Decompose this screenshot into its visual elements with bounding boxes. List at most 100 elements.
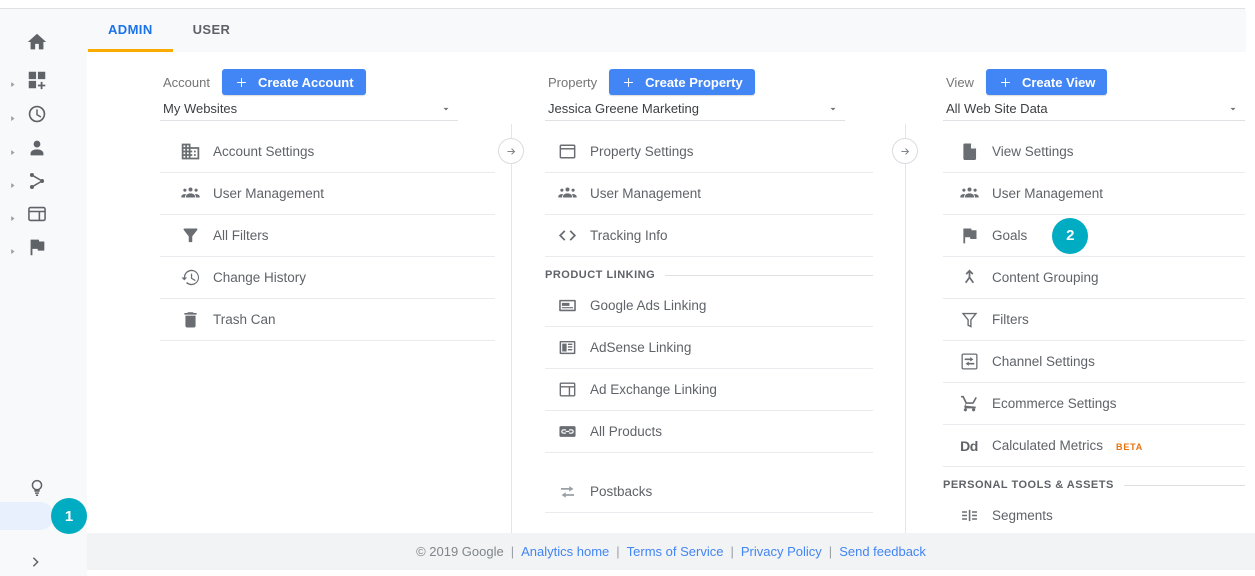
lightbulb-icon[interactable] bbox=[26, 476, 48, 498]
nav-clock-button[interactable] bbox=[0, 98, 87, 130]
nav-home-button[interactable] bbox=[0, 26, 87, 58]
item-label: Content Grouping bbox=[992, 270, 1099, 285]
section-header-label: PRODUCT LINKING bbox=[545, 269, 656, 281]
section-header-label: PERSONAL TOOLS & ASSETS bbox=[943, 479, 1114, 491]
section-rule bbox=[1123, 484, 1245, 486]
account-settings-list: Account Settings User Management All Filte… bbox=[160, 131, 495, 341]
home-icon bbox=[26, 31, 48, 53]
create-view-button-label: Create View bbox=[1021, 74, 1096, 90]
expander-icon[interactable] bbox=[8, 177, 17, 188]
footer-separator: | bbox=[510, 544, 515, 559]
trash-can-item[interactable]: Trash Can bbox=[160, 299, 495, 341]
google-ads-linking-item[interactable]: Google Ads Linking bbox=[545, 285, 873, 327]
file-icon bbox=[957, 140, 981, 164]
tab-user[interactable]: USER bbox=[192, 21, 231, 37]
user-management-item[interactable]: User Management bbox=[943, 173, 1245, 215]
expand-property-arrow[interactable] bbox=[498, 138, 524, 164]
user-management-item[interactable]: User Management bbox=[545, 173, 873, 215]
footer-links: | Analytics home | Terms of Service | Privacy… bbox=[504, 544, 926, 559]
item-label: All Products bbox=[590, 424, 663, 439]
caret-down-icon bbox=[1227, 103, 1239, 115]
filters-item[interactable]: Filters bbox=[943, 299, 1245, 341]
acquisition-icon bbox=[26, 170, 48, 192]
nav-customization-button[interactable] bbox=[0, 64, 87, 96]
view-label: View bbox=[946, 74, 974, 90]
change-history-item[interactable]: Change History bbox=[160, 257, 495, 299]
cart-icon bbox=[957, 392, 981, 416]
building-icon bbox=[178, 140, 202, 164]
caret-down-icon bbox=[440, 103, 452, 115]
property-settings-item[interactable]: Property Settings bbox=[545, 131, 873, 173]
nav-user-button[interactable] bbox=[0, 132, 87, 164]
segments-item[interactable]: Segments bbox=[943, 495, 1245, 537]
account-selector-dropdown[interactable]: My Websites bbox=[160, 97, 458, 121]
item-label: Account Settings bbox=[213, 144, 315, 159]
link-box-icon bbox=[555, 420, 579, 444]
account-settings-item[interactable]: Account Settings bbox=[160, 131, 495, 173]
create-view-button[interactable]: Create View bbox=[985, 69, 1108, 95]
item-label: User Management bbox=[992, 186, 1104, 201]
view-settings-item[interactable]: View Settings bbox=[943, 131, 1245, 173]
expand-view-arrow[interactable] bbox=[892, 138, 918, 164]
nav-flag-button[interactable] bbox=[0, 231, 87, 263]
tracking-info-item[interactable]: Tracking Info bbox=[545, 215, 873, 257]
annotation-badge-1: 1 bbox=[51, 498, 87, 534]
create-property-button-label: Create Property bbox=[645, 74, 743, 90]
footer-link-privacy-policy[interactable]: Privacy Policy bbox=[740, 544, 822, 559]
account-column-header: Account Create Account bbox=[160, 69, 495, 95]
property-selector-value: Jessica Greene Marketing bbox=[548, 101, 700, 116]
property-selector-dropdown[interactable]: Jessica Greene Marketing bbox=[545, 97, 845, 121]
ads-card-icon bbox=[555, 294, 579, 318]
all-products-item[interactable]: All Products bbox=[545, 411, 873, 453]
view-selector-dropdown[interactable]: All Web Site Data bbox=[943, 97, 1245, 121]
adsense-linking-item[interactable]: AdSense Linking bbox=[545, 327, 873, 369]
channel-settings-icon bbox=[957, 350, 981, 374]
footer-separator: | bbox=[616, 544, 620, 559]
section-header-product-linking: PRODUCT LINKING bbox=[545, 257, 873, 285]
expander-icon[interactable] bbox=[8, 243, 17, 254]
user-group-icon bbox=[178, 182, 202, 206]
property-column: Property Create Property Jessica Greene … bbox=[545, 69, 873, 513]
expander-icon[interactable] bbox=[8, 144, 17, 155]
view-settings-list: View Settings User Management Goals 2 Conten… bbox=[943, 131, 1245, 537]
item-label: View Settings bbox=[992, 144, 1074, 159]
create-property-button[interactable]: Create Property bbox=[609, 69, 755, 95]
footer-link-terms-of-service[interactable]: Terms of Service bbox=[626, 544, 724, 559]
property-column-header: Property Create Property bbox=[545, 69, 873, 95]
footer-link-analytics-home[interactable]: Analytics home bbox=[521, 544, 610, 559]
item-label: Tracking Info bbox=[590, 228, 668, 243]
segments-icon bbox=[957, 504, 981, 528]
nav-acquisition-button[interactable] bbox=[0, 165, 87, 197]
item-label: Postbacks bbox=[590, 484, 653, 499]
channel-settings-item[interactable]: Channel Settings bbox=[943, 341, 1245, 383]
admin-tab-bar: ADMIN USER bbox=[87, 9, 1246, 52]
footer: © 2019 Google | Analytics home | Terms of S… bbox=[87, 533, 1255, 570]
ecommerce-settings-item[interactable]: Ecommerce Settings bbox=[943, 383, 1245, 425]
item-label: Trash Can bbox=[213, 312, 276, 327]
property-view-divider bbox=[905, 124, 906, 533]
plus-icon bbox=[621, 75, 636, 90]
calculated-metrics-item[interactable]: Dd Calculated Metrics BETA bbox=[943, 425, 1245, 467]
expander-icon[interactable] bbox=[8, 210, 17, 221]
user-management-item[interactable]: User Management bbox=[160, 173, 495, 215]
property-window-icon bbox=[555, 140, 579, 164]
behavior-card-icon bbox=[26, 203, 48, 225]
collapse-chevron-icon[interactable] bbox=[27, 553, 45, 571]
all-filters-item[interactable]: All Filters bbox=[160, 215, 495, 257]
item-label: Segments bbox=[992, 508, 1053, 523]
nav-behavior-card-button[interactable] bbox=[0, 198, 87, 230]
tab-admin[interactable]: ADMIN bbox=[88, 9, 173, 52]
create-account-button[interactable]: Create Account bbox=[221, 69, 366, 95]
caret-down-icon bbox=[827, 103, 839, 115]
view-column: View Create View All Web Site Data View … bbox=[943, 69, 1245, 537]
expander-icon[interactable] bbox=[8, 110, 17, 121]
ad-exchange-linking-item[interactable]: Ad Exchange Linking bbox=[545, 369, 873, 411]
goals-item[interactable]: Goals 2 bbox=[943, 215, 1245, 257]
expander-icon[interactable] bbox=[8, 76, 17, 87]
footer-link-send-feedback[interactable]: Send feedback bbox=[839, 544, 926, 559]
dd-icon: Dd bbox=[960, 437, 978, 454]
content-grouping-item[interactable]: Content Grouping bbox=[943, 257, 1245, 299]
item-label: Ecommerce Settings bbox=[992, 396, 1117, 411]
postbacks-item[interactable]: Postbacks bbox=[545, 471, 873, 513]
item-label: User Management bbox=[213, 186, 325, 201]
